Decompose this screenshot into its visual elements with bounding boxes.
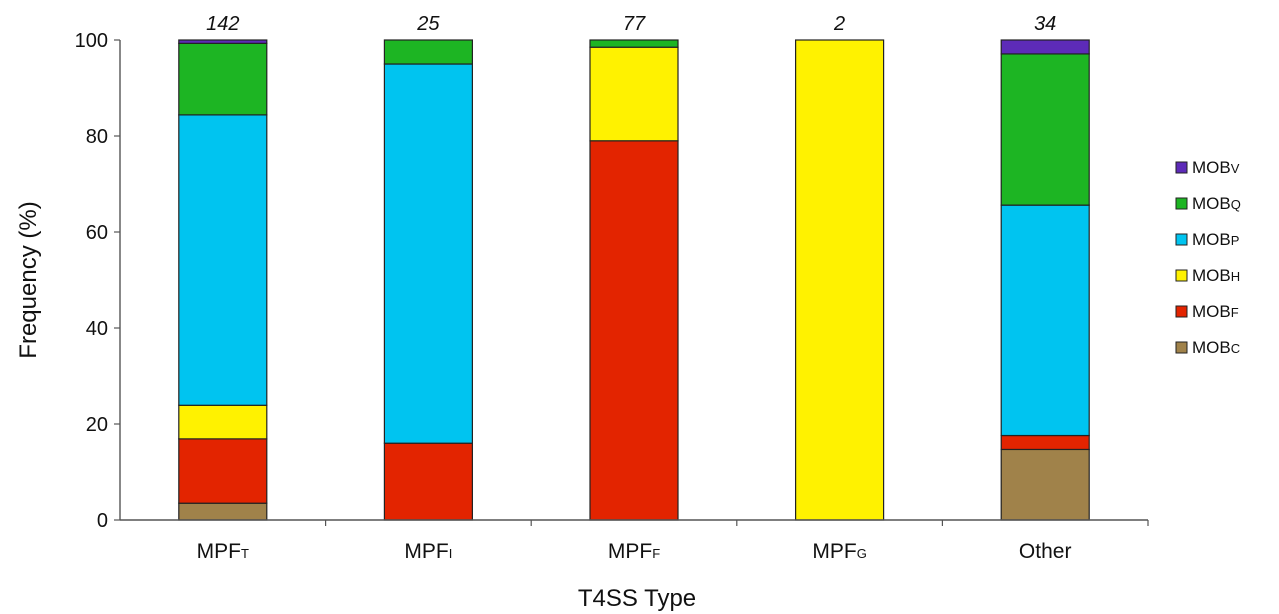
legend-label-mobq: MOBQ xyxy=(1192,194,1241,213)
bar-segment-mobp-4 xyxy=(1000,204,1090,437)
count-label-4: 34 xyxy=(1034,13,1056,35)
legend-swatch-mobf xyxy=(1175,305,1188,318)
bar-segment-mobv-0 xyxy=(178,39,268,44)
legend-swatch-mobv xyxy=(1175,161,1188,174)
bar-segment-mobv-4 xyxy=(1000,39,1090,55)
y-tick-label-60: 60 xyxy=(86,222,108,244)
y-tick-label-80: 80 xyxy=(86,126,108,148)
legend-swatch-mobq xyxy=(1175,197,1188,210)
bar-segment-mobq-1 xyxy=(383,39,473,65)
count-labels: 142 25 77 2 34 xyxy=(206,13,1056,35)
bar-segment-mobf-0 xyxy=(178,438,268,504)
y-tick-label-0: 0 xyxy=(97,510,108,532)
legend-label-mobv: MOBV xyxy=(1192,158,1240,177)
legend-label-mobf: MOBF xyxy=(1192,302,1239,321)
count-label-1: 25 xyxy=(416,13,440,35)
bar-segment-mobc-4 xyxy=(1000,448,1090,521)
x-tick-label-2: MPFF xyxy=(608,540,660,563)
bar-segment-mobf-1 xyxy=(383,442,473,521)
count-label-2: 77 xyxy=(623,13,646,35)
count-label-0: 142 xyxy=(206,13,239,35)
legend-label-mobp: MOBP xyxy=(1192,230,1239,249)
y-tick-label-100: 100 xyxy=(75,30,108,52)
bar-segment-mobp-1 xyxy=(383,63,473,444)
x-tick-label-0: MPFT xyxy=(197,540,249,563)
bar-segment-mobh-3 xyxy=(794,39,885,521)
axes: 0 20 40 60 80 100 xyxy=(75,30,1149,532)
legend: MOBV MOBQ MOBP MOBH MOBF MOBC xyxy=(1175,158,1241,357)
y-axis-title: Frequency (%) xyxy=(15,201,42,358)
legend-label-mobc: MOBC xyxy=(1192,338,1240,357)
bar-segment-mobh-0 xyxy=(178,404,268,440)
bar-segment-mobq-4 xyxy=(1000,53,1090,206)
legend-swatch-mobp xyxy=(1175,233,1188,246)
x-tick-label-4: Other xyxy=(1019,540,1072,563)
x-axis-title: T4SS Type xyxy=(578,585,696,612)
bar-segment-mobq-0 xyxy=(178,42,268,116)
x-tick-label-1: MPFI xyxy=(404,540,452,563)
bar-segment-mobf-2 xyxy=(589,140,679,521)
bar-segment-mobq-2 xyxy=(589,39,679,48)
legend-swatch-mobh xyxy=(1175,269,1188,282)
legend-swatch-mobc xyxy=(1175,341,1188,354)
bars-group xyxy=(178,39,1090,521)
y-tick-label-40: 40 xyxy=(86,318,108,340)
bar-segment-mobc-0 xyxy=(178,502,268,521)
bar-segment-mobp-0 xyxy=(178,114,268,406)
legend-label-mobh: MOBH xyxy=(1192,266,1240,285)
count-label-3: 2 xyxy=(833,13,845,35)
x-tick-label-3: MPFG xyxy=(812,540,866,563)
y-tick-label-20: 20 xyxy=(86,414,108,436)
bar-segment-mobf-4 xyxy=(1000,434,1090,451)
x-tick-labels: MPFT MPFI MPFF MPFG Other xyxy=(197,540,1072,563)
bar-segment-mobh-2 xyxy=(589,46,679,142)
